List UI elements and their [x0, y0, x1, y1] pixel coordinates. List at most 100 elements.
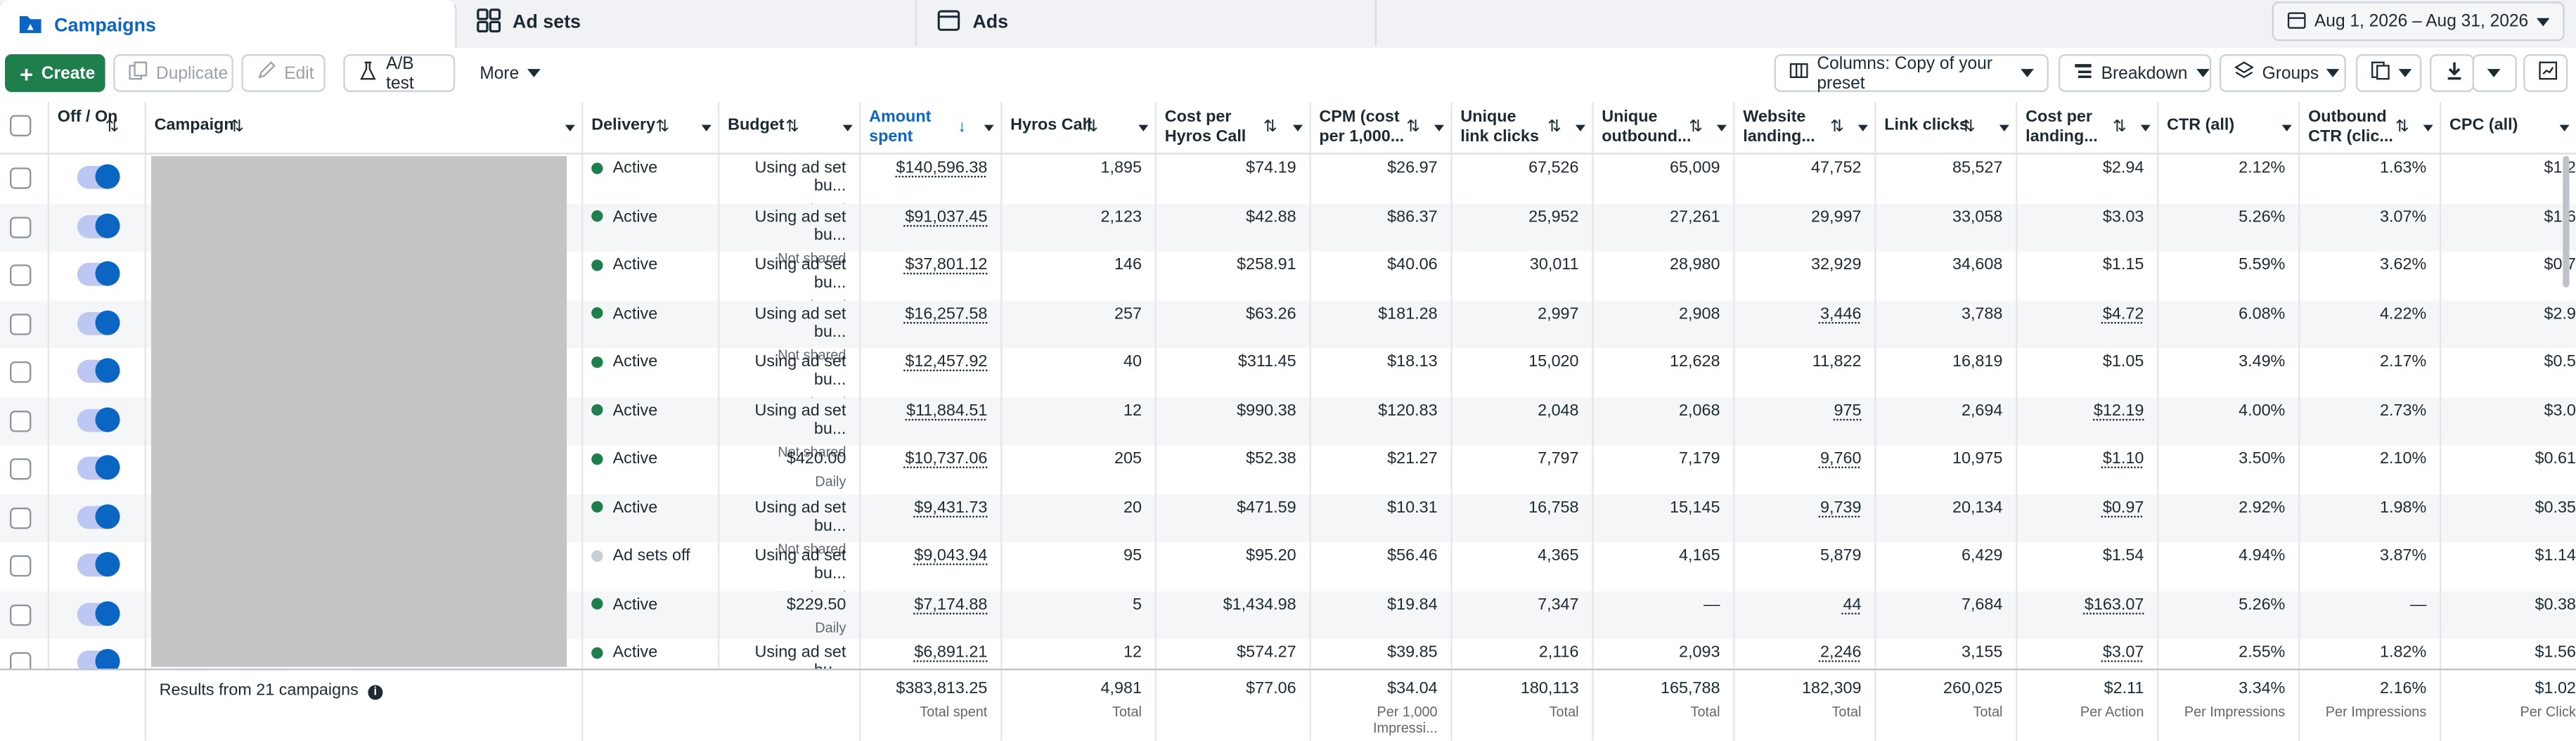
- col-ctr-all[interactable]: CTR (all): [2158, 101, 2300, 153]
- tab-ad-sets[interactable]: Ad sets: [458, 0, 917, 46]
- amount-cell[interactable]: $9,043.94: [861, 542, 1003, 591]
- info-icon[interactable]: i: [368, 685, 383, 700]
- campaign-name-cell[interactable]: [146, 397, 584, 446]
- campaign-name-cell[interactable]: [146, 202, 584, 252]
- budget-cell[interactable]: Using ad set bu...Not shared: [719, 638, 861, 671]
- wl-cell[interactable]: 44: [1735, 591, 1876, 639]
- col-campaign[interactable]: Campaign ⇅: [146, 101, 584, 153]
- row-checkbox[interactable]: [10, 410, 32, 432]
- table-row[interactable]: Active Using ad set bu...Not shared $37,80…: [0, 251, 2576, 314]
- table-row[interactable]: Active $420.00 Daily $10,737.06 205 $52.38 $21…: [0, 445, 2576, 494]
- cpl-cell[interactable]: $1.10: [2017, 445, 2159, 494]
- amount-cell[interactable]: $10,737.06: [861, 445, 1003, 494]
- on-off-toggle[interactable]: [77, 164, 120, 189]
- row-checkbox[interactable]: [10, 458, 32, 480]
- budget-cell[interactable]: Using ad set bu...Not shared: [719, 348, 861, 411]
- campaign-name-cell[interactable]: [146, 154, 584, 203]
- select-all-checkbox[interactable]: [10, 115, 32, 136]
- on-off-toggle[interactable]: [77, 455, 120, 480]
- budget-cell[interactable]: Using ad set bu...Not shared: [719, 154, 861, 217]
- wl-cell[interactable]: 3,446: [1735, 299, 1876, 349]
- breakdown-button[interactable]: Breakdown: [2058, 54, 2212, 92]
- wl-cell[interactable]: 9,739: [1735, 494, 1876, 543]
- amount-cell[interactable]: $7,174.88: [861, 591, 1003, 639]
- amount-cell[interactable]: $37,801.12: [861, 251, 1003, 300]
- row-checkbox[interactable]: [10, 264, 32, 286]
- on-off-toggle[interactable]: [77, 212, 120, 238]
- budget-cell[interactable]: Using ad set bu...Not shared: [719, 299, 861, 362]
- on-off-toggle[interactable]: [77, 358, 120, 383]
- cpl-cell[interactable]: $163.07: [2017, 591, 2159, 639]
- row-checkbox[interactable]: [10, 313, 32, 335]
- budget-cell[interactable]: Using ad set bu...Not shared: [719, 542, 861, 605]
- groups-button[interactable]: Groups: [2219, 54, 2346, 92]
- campaign-name-cell[interactable]: [146, 542, 584, 591]
- vertical-scrollbar[interactable]: [2563, 155, 2570, 288]
- col-budget[interactable]: Budget ⇅: [719, 101, 861, 153]
- on-off-toggle[interactable]: [77, 600, 120, 626]
- campaign-name-cell[interactable]: [146, 494, 584, 543]
- campaign-name-cell[interactable]: [146, 591, 584, 639]
- amount-cell[interactable]: $9,431.73: [861, 494, 1003, 543]
- on-off-toggle[interactable]: [77, 406, 120, 432]
- on-off-toggle[interactable]: [77, 552, 120, 577]
- col-unique-link-clicks[interactable]: Unique link clicks ⇅: [1453, 101, 1594, 153]
- campaign-name-cell[interactable]: [146, 251, 584, 300]
- tab-campaigns[interactable]: Campaigns: [0, 0, 457, 50]
- cpl-cell[interactable]: $0.97: [2017, 494, 2159, 543]
- cpl-cell[interactable]: $3.07: [2017, 638, 2159, 671]
- on-off-toggle[interactable]: [77, 261, 120, 286]
- budget-cell[interactable]: Using ad set bu...Not shared: [719, 494, 861, 556]
- campaign-name-cell[interactable]: [146, 445, 584, 494]
- col-offon[interactable]: Off / On ⇅: [49, 101, 146, 153]
- col-link-clicks[interactable]: Link clicks ⇅: [1876, 101, 2018, 153]
- campaign-name-cell[interactable]: [146, 638, 584, 671]
- budget-cell[interactable]: $229.50 Daily: [719, 591, 861, 639]
- campaign-name-cell[interactable]: [146, 348, 584, 397]
- budget-cell[interactable]: Using ad set bu...Not shared: [719, 202, 861, 265]
- col-outbound-ctr[interactable]: Outbound CTR (clic... ⇅: [2300, 101, 2442, 153]
- table-row[interactable]: Ad sets off Using ad set bu...Not shared $…: [0, 542, 2576, 605]
- more-button[interactable]: More: [466, 54, 549, 92]
- wl-cell[interactable]: 975: [1735, 397, 1876, 446]
- amount-cell[interactable]: $91,037.45: [861, 202, 1003, 252]
- cpl-cell[interactable]: $12.19: [2017, 397, 2159, 446]
- charts-button[interactable]: [2523, 54, 2568, 92]
- wl-cell[interactable]: 2,246: [1735, 638, 1876, 671]
- campaign-name-cell[interactable]: [146, 299, 584, 349]
- cpl-cell[interactable]: $4.72: [2017, 299, 2159, 349]
- row-checkbox[interactable]: [10, 361, 32, 383]
- amount-cell[interactable]: $11,884.51: [861, 397, 1003, 446]
- row-checkbox[interactable]: [10, 555, 32, 577]
- on-off-toggle[interactable]: [77, 309, 120, 335]
- wl-cell[interactable]: 9,760: [1735, 445, 1876, 494]
- col-amount-spent[interactable]: Amount spent ↓: [861, 101, 1003, 153]
- col-cpc-all[interactable]: CPC (all): [2441, 102, 2576, 153]
- col-delivery[interactable]: Delivery ⇅: [584, 101, 720, 153]
- reports-button[interactable]: [2355, 54, 2422, 92]
- on-off-toggle[interactable]: [77, 503, 120, 529]
- export-button[interactable]: [2429, 54, 2475, 92]
- table-row[interactable]: Active Using ad set bu...Not shared $140,5…: [0, 154, 2576, 217]
- row-checkbox[interactable]: [10, 603, 32, 626]
- row-checkbox[interactable]: [10, 216, 32, 238]
- col-cost-per-hyros[interactable]: Cost per Hyros Call ⇅: [1157, 101, 1311, 153]
- on-off-toggle[interactable]: [77, 648, 120, 671]
- col-hyros-call[interactable]: Hyros Call ⇅: [1002, 101, 1157, 153]
- columns-button[interactable]: Columns: Copy of your preset: [1774, 53, 2049, 93]
- duplicate-button[interactable]: Duplicate: [113, 54, 233, 92]
- amount-cell[interactable]: $12,457.92: [861, 348, 1003, 397]
- col-unique-outbound[interactable]: Unique outbound... ⇅: [1594, 101, 1735, 153]
- row-checkbox[interactable]: [10, 167, 32, 189]
- row-checkbox[interactable]: [10, 652, 32, 671]
- table-row[interactable]: Active Using ad set bu...Not shared $6,891…: [0, 638, 2576, 671]
- create-button[interactable]: + Create: [5, 54, 105, 92]
- budget-cell[interactable]: Using ad set bu...Not shared: [719, 397, 861, 459]
- budget-cell[interactable]: Using ad set bu...Not shared: [719, 251, 861, 314]
- col-cost-per-landing[interactable]: Cost per landing... ⇅: [2017, 101, 2159, 153]
- amount-cell[interactable]: $140,596.38: [861, 154, 1003, 203]
- budget-cell[interactable]: $420.00 Daily: [719, 445, 861, 494]
- export-menu-button[interactable]: [2472, 54, 2517, 92]
- col-cpm[interactable]: CPM (cost per 1,000... ⇅: [1311, 101, 1453, 153]
- table-row[interactable]: Active Using ad set bu... Not shared $91,03…: [0, 202, 2576, 265]
